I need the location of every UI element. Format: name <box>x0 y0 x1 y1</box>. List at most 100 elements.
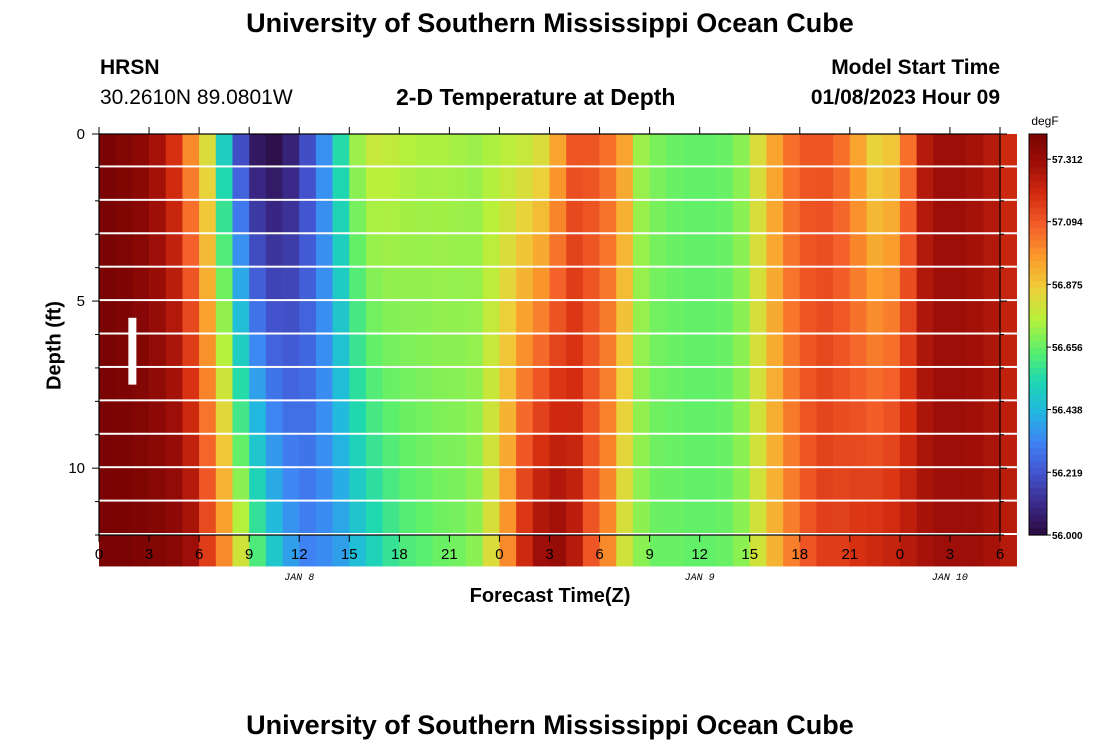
heatmap-cell <box>432 468 450 500</box>
heatmap-cell <box>232 200 250 233</box>
colorbar-segment <box>1029 481 1047 489</box>
heatmap-cell <box>382 434 400 467</box>
heatmap-cell <box>816 167 834 199</box>
heatmap-cell <box>199 401 217 433</box>
heatmap-cell <box>983 535 1001 567</box>
heatmap-cell <box>532 301 550 333</box>
colorbar-segment <box>1029 341 1047 349</box>
heatmap-cell <box>716 468 734 500</box>
heatmap-cell <box>282 434 300 467</box>
x-tick-label: 3 <box>946 546 954 563</box>
heatmap-cell <box>199 167 217 199</box>
heatmap-cell <box>866 200 884 233</box>
heatmap-cell <box>582 200 600 233</box>
heatmap-cell <box>766 134 784 166</box>
page-title: University of Southern Mississippi Ocean… <box>246 8 854 38</box>
heatmap-cell <box>299 134 317 166</box>
colorbar-segment <box>1029 234 1047 242</box>
colorbar-segment <box>1029 441 1047 449</box>
heatmap-cell <box>332 367 350 400</box>
heatmap-cell <box>549 134 567 166</box>
heatmap-cell <box>282 167 300 199</box>
heatmap-cell <box>232 167 250 199</box>
heatmap-cell <box>566 267 584 300</box>
heatmap-cell <box>282 267 300 300</box>
heatmap-cell <box>632 200 650 233</box>
heatmap-cell <box>349 434 367 467</box>
heatmap-cell <box>466 401 484 433</box>
heatmap-cell <box>666 468 684 500</box>
heatmap-cell <box>749 501 767 534</box>
heatmap-cell <box>899 334 917 366</box>
heatmap-cell <box>532 267 550 300</box>
heatmap-cell <box>265 234 283 266</box>
heatmap-cell <box>399 401 417 433</box>
heatmap-cell <box>866 334 884 366</box>
heatmap-cell <box>516 234 534 266</box>
x-tick-label: 9 <box>645 546 653 563</box>
heatmap-cell <box>849 134 867 166</box>
heatmap-cell <box>265 267 283 300</box>
heatmap-cell <box>733 468 751 500</box>
x-tick-label: 12 <box>291 546 308 563</box>
heatmap-cell <box>716 434 734 467</box>
heatmap-cell <box>516 468 534 500</box>
heatmap-cell <box>649 301 667 333</box>
heatmap-cell <box>499 334 517 366</box>
heatmap-cell <box>599 434 617 467</box>
heatmap-cell <box>199 234 217 266</box>
heatmap-cell <box>582 234 600 266</box>
heatmap-cell <box>165 434 183 467</box>
heatmap-cell <box>616 434 634 467</box>
heatmap-cell <box>249 434 267 467</box>
heatmap-cell <box>799 468 817 500</box>
heatmap-cell <box>315 434 333 467</box>
heatmap-cell <box>566 501 584 534</box>
heatmap-cell <box>182 167 200 199</box>
heatmap-cell <box>482 134 500 166</box>
heatmap-cell <box>883 334 901 366</box>
heatmap-cell <box>916 234 934 266</box>
heatmap-cell <box>949 267 967 300</box>
heatmap-cell <box>115 167 133 199</box>
heatmap-cell <box>365 535 383 567</box>
heatmap-cell <box>866 468 884 500</box>
heatmap-cell <box>632 234 650 266</box>
heatmap-cell <box>516 501 534 534</box>
heatmap-cell <box>733 234 751 266</box>
heatmap-cell <box>749 301 767 333</box>
heatmap-cell <box>365 334 383 366</box>
heatmap-cell <box>566 468 584 500</box>
heatmap-cell <box>349 234 367 266</box>
heatmap-cell <box>616 234 634 266</box>
heatmap-cell <box>966 501 984 534</box>
heatmap-cell <box>499 134 517 166</box>
heatmap-cell <box>866 401 884 433</box>
plot-title: 2-D Temperature at Depth <box>396 84 676 110</box>
heatmap-cell <box>616 367 634 400</box>
heatmap-cell <box>399 301 417 333</box>
heatmap-cell <box>632 334 650 366</box>
heatmap-cell <box>816 301 834 333</box>
heatmap-cell <box>616 501 634 534</box>
heatmap-cell <box>482 468 500 500</box>
heatmap-cell <box>449 468 467 500</box>
heatmap-cell <box>182 301 200 333</box>
colorbar-segment <box>1029 428 1047 436</box>
heatmap-cell <box>983 301 1001 333</box>
heatmap-cell <box>332 200 350 233</box>
heatmap-cell <box>916 501 934 534</box>
x-tick-label: 9 <box>245 546 253 563</box>
heatmap-cell <box>215 367 233 400</box>
heatmap-cell <box>549 367 567 400</box>
heatmap-cell <box>883 468 901 500</box>
heatmap-cell <box>265 200 283 233</box>
heatmap-cell <box>466 134 484 166</box>
heatmap-cell <box>916 301 934 333</box>
heatmap-cell <box>499 468 517 500</box>
heatmap-cell <box>649 167 667 199</box>
heatmap-cell <box>265 434 283 467</box>
heatmap-cell <box>966 234 984 266</box>
heatmap-cell <box>682 200 700 233</box>
heatmap-cell <box>899 134 917 166</box>
